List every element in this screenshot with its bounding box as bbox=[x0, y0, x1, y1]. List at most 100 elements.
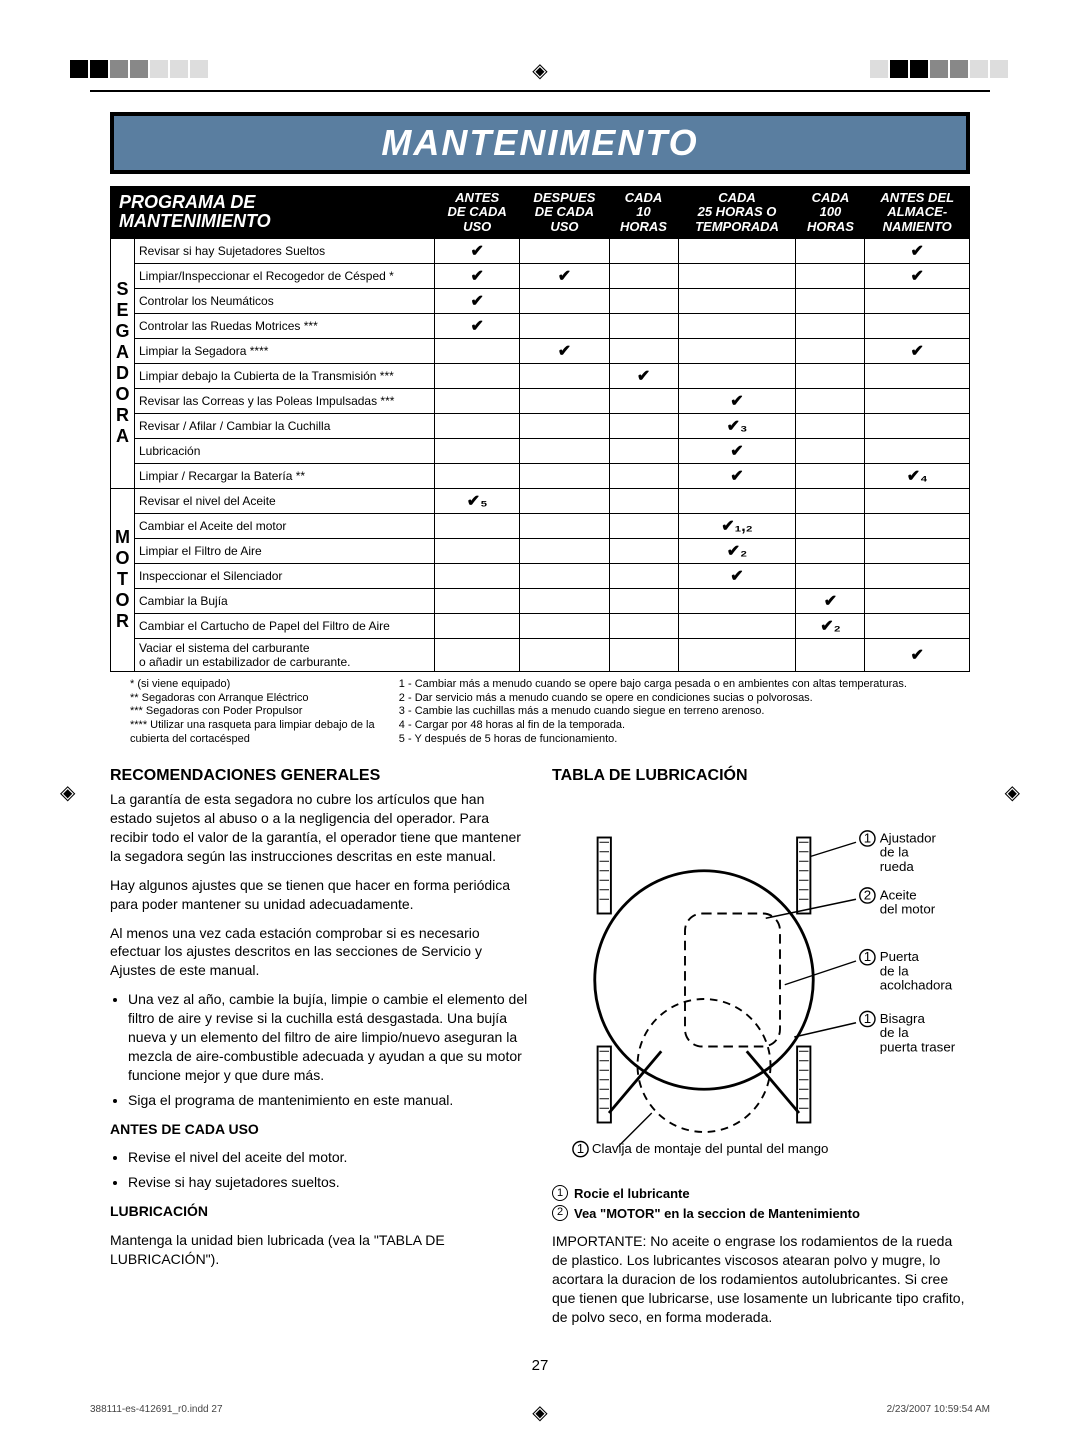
right-column: TABLA DE LUBRICACIÓN bbox=[552, 765, 970, 1337]
check-cell bbox=[796, 263, 865, 288]
registration-mark-top: ◈ bbox=[532, 58, 547, 83]
check-cell: ✔₃ bbox=[678, 413, 796, 438]
check-cell bbox=[609, 638, 678, 671]
footer-right: 2/23/2007 10:59:54 AM bbox=[887, 1404, 990, 1415]
check-cell bbox=[865, 563, 970, 588]
page-number: 27 bbox=[70, 1357, 1010, 1374]
task-cell: Controlar los Neumáticos bbox=[135, 288, 435, 313]
check-cell bbox=[865, 288, 970, 313]
check-cell bbox=[609, 438, 678, 463]
paragraph: Mantenga la unidad bien lubricada (vea l… bbox=[110, 1231, 528, 1269]
check-cell: ✔ bbox=[609, 363, 678, 388]
check-cell bbox=[678, 263, 796, 288]
check-cell bbox=[796, 438, 865, 463]
legend-text: Rocie el lubricante bbox=[574, 1185, 690, 1203]
check-cell: ✔ bbox=[865, 338, 970, 363]
table-title: PROGRAMA DE MANTENIMIENTO bbox=[111, 187, 435, 239]
col-header: ANTES DEL ALMACE- NAMIENTO bbox=[865, 187, 970, 239]
check-cell bbox=[796, 413, 865, 438]
footnote: 2 - Dar servicio más a menudo cuando se … bbox=[399, 692, 953, 706]
task-cell: Cambiar la Bujía bbox=[135, 588, 435, 613]
check-cell bbox=[865, 613, 970, 638]
check-cell: ✔ bbox=[435, 313, 520, 338]
check-cell bbox=[609, 513, 678, 538]
check-cell: ✔₁,₂ bbox=[678, 513, 796, 538]
registration-mark-right: ◈ bbox=[1005, 780, 1020, 805]
check-cell: ✔ bbox=[520, 263, 609, 288]
top-crop-line bbox=[90, 90, 990, 92]
check-cell bbox=[435, 363, 520, 388]
check-cell bbox=[678, 588, 796, 613]
maintenance-table: PROGRAMA DE MANTENIMIENTO ANTES DE CADA … bbox=[110, 186, 970, 672]
check-cell bbox=[796, 238, 865, 263]
check-cell bbox=[520, 313, 609, 338]
check-cell bbox=[796, 363, 865, 388]
footnote: 1 - Cambiar más a menudo cuando se opere… bbox=[399, 678, 953, 692]
check-cell bbox=[520, 238, 609, 263]
check-cell bbox=[678, 363, 796, 388]
check-cell bbox=[678, 488, 796, 513]
table-row: Lubricación✔ bbox=[111, 438, 970, 463]
check-cell bbox=[609, 463, 678, 488]
table-row: Limpiar el Filtro de Aire✔₂ bbox=[111, 538, 970, 563]
antes-heading: ANTES DE CADA USO bbox=[110, 1120, 528, 1139]
task-cell: Revisar / Afilar / Cambiar la Cuchilla bbox=[135, 413, 435, 438]
diagram-label: acolchadora bbox=[880, 978, 953, 993]
table-row: Revisar las Correas y las Poleas Impulsa… bbox=[111, 388, 970, 413]
circled-number: 1 bbox=[864, 949, 871, 964]
check-cell bbox=[435, 563, 520, 588]
table-row: Cambiar la Bujía ✔ bbox=[111, 588, 970, 613]
side-label: SEGADORA bbox=[111, 238, 135, 488]
table-row: Limpiar/Inspeccionar el Recogedor de Cés… bbox=[111, 263, 970, 288]
check-cell bbox=[609, 313, 678, 338]
bullet: Siga el programa de mantenimiento en est… bbox=[128, 1091, 528, 1110]
check-cell: ✔ bbox=[435, 238, 520, 263]
check-cell: ✔₄ bbox=[865, 463, 970, 488]
check-cell bbox=[520, 613, 609, 638]
check-cell bbox=[520, 463, 609, 488]
task-cell: Revisar el nivel del Aceite bbox=[135, 488, 435, 513]
footnote: 3 - Cambie las cuchillas más a menudo cu… bbox=[399, 705, 953, 719]
diagram-label: de la bbox=[880, 1025, 909, 1040]
check-cell: ✔₅ bbox=[435, 488, 520, 513]
check-cell bbox=[609, 538, 678, 563]
lubricacion-heading: LUBRICACIÓN bbox=[110, 1202, 528, 1221]
registration-mark-bottom: ◈ bbox=[532, 1400, 547, 1425]
check-cell: ✔ bbox=[678, 463, 796, 488]
body-columns: RECOMENDACIONES GENERALES La garantía de… bbox=[110, 765, 970, 1337]
left-column: RECOMENDACIONES GENERALES La garantía de… bbox=[110, 765, 528, 1337]
col-header: CADA 100 HORAS bbox=[796, 187, 865, 239]
recomendaciones-heading: RECOMENDACIONES GENERALES bbox=[110, 765, 528, 787]
important-note: IMPORTANTE: No aceite o engrase los roda… bbox=[552, 1232, 970, 1326]
check-cell bbox=[609, 563, 678, 588]
check-cell: ✔ bbox=[865, 238, 970, 263]
circled-number: 2 bbox=[552, 1205, 568, 1221]
check-cell bbox=[796, 563, 865, 588]
check-cell bbox=[678, 313, 796, 338]
check-cell bbox=[678, 288, 796, 313]
check-cell bbox=[796, 488, 865, 513]
table-footnotes: * (si viene equipado)** Segadoras con Ar… bbox=[130, 678, 970, 747]
check-cell bbox=[865, 513, 970, 538]
check-cell: ✔ bbox=[796, 588, 865, 613]
task-cell: Lubricación bbox=[135, 438, 435, 463]
check-cell bbox=[435, 538, 520, 563]
footnote: ** Segadoras con Arranque Eléctrico bbox=[130, 692, 399, 706]
check-cell bbox=[678, 338, 796, 363]
check-cell bbox=[520, 488, 609, 513]
check-cell bbox=[865, 363, 970, 388]
check-cell bbox=[609, 488, 678, 513]
paragraph: Hay algunos ajustes que se tienen que ha… bbox=[110, 876, 528, 914]
side-label: MOTOR bbox=[111, 488, 135, 671]
table-row: Controlar las Ruedas Motrices ***✔ bbox=[111, 313, 970, 338]
check-cell bbox=[520, 513, 609, 538]
check-cell bbox=[865, 488, 970, 513]
diagram-label: de la bbox=[880, 845, 909, 860]
task-cell: Cambiar el Aceite del motor bbox=[135, 513, 435, 538]
task-cell: Limpiar el Filtro de Aire bbox=[135, 538, 435, 563]
check-cell bbox=[796, 338, 865, 363]
check-cell bbox=[865, 438, 970, 463]
bullet: Una vez al año, cambie la bujía, limpie … bbox=[128, 990, 528, 1084]
col-header: CADA 25 HORAS O TEMPORADA bbox=[678, 187, 796, 239]
check-cell bbox=[609, 388, 678, 413]
